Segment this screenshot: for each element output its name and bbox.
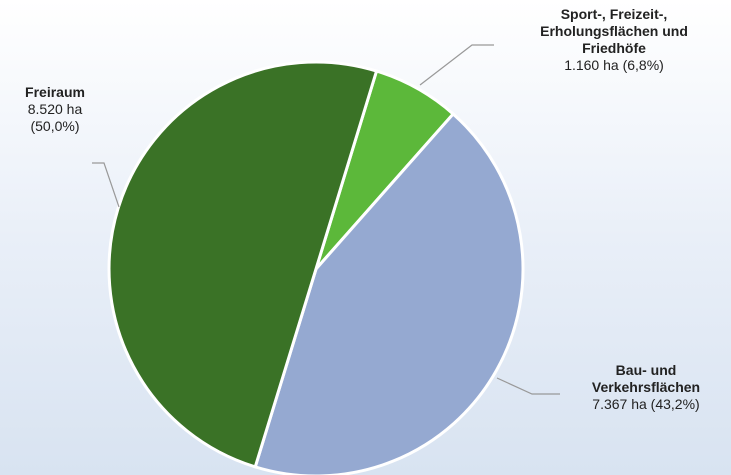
category-label: Sport-, Freizeit-, Erholungsflächen und … <box>540 6 688 56</box>
slice-label: Freiraum 8.520 ha (50,0%) <box>5 84 105 135</box>
pie <box>107 60 525 475</box>
value-label: 1.160 ha (6,8%) <box>564 57 664 73</box>
pie-slice <box>107 60 379 469</box>
slice-label: Bau- und Verkehrsflächen 7.367 ha (43,2%… <box>561 362 731 413</box>
leader-line <box>496 377 560 395</box>
slice-label: Sport-, Freizeit-, Erholungsflächen und … <box>498 6 730 74</box>
category-label: Freiraum <box>25 84 85 100</box>
category-label: Bau- und Verkehrsflächen <box>591 362 701 395</box>
value-label: 8.520 ha (50,0%) <box>27 101 83 134</box>
leader-line <box>419 44 494 86</box>
leader-line <box>92 162 120 208</box>
pie-slice <box>253 111 525 475</box>
value-label: 7.367 ha (43,2%) <box>592 396 700 412</box>
